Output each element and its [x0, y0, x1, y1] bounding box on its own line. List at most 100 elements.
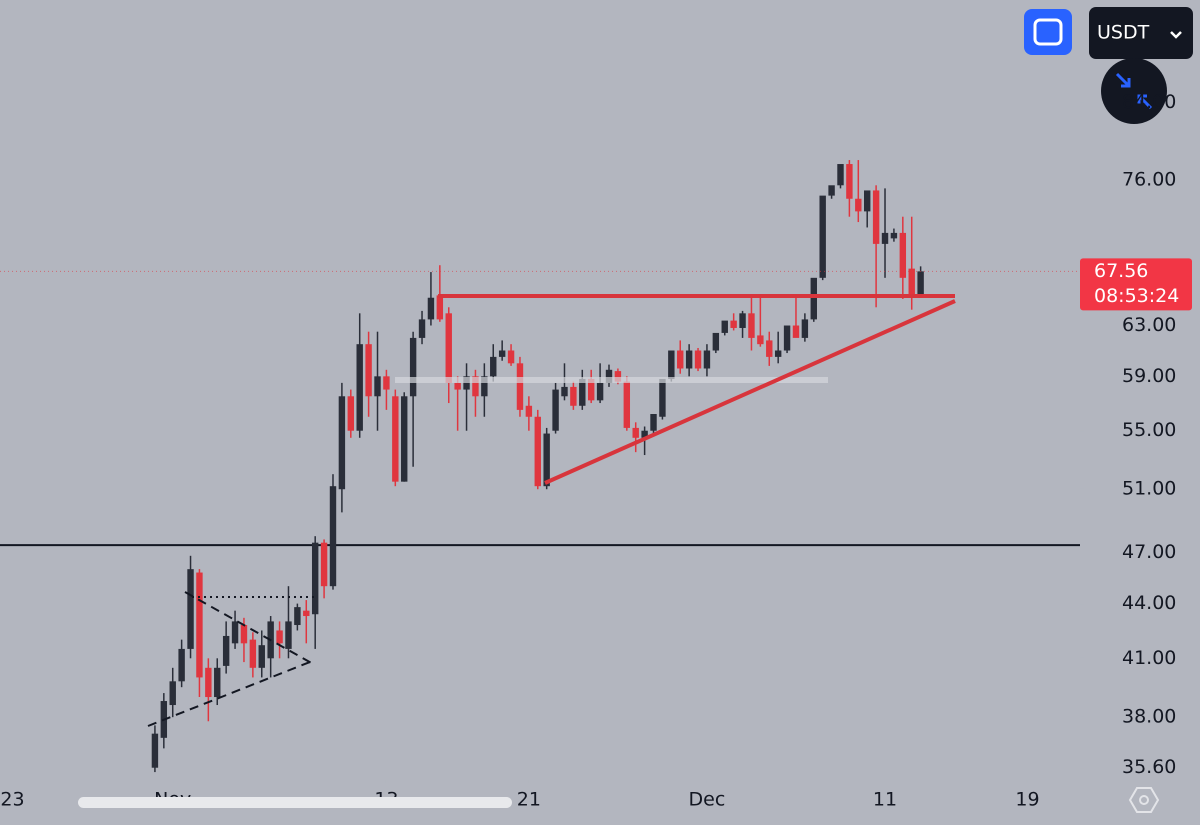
candle-body	[819, 195, 826, 278]
candle-body	[685, 350, 693, 369]
candle-body	[837, 164, 844, 186]
y-tick-label: 35.60	[1122, 756, 1176, 778]
candle-body	[507, 350, 515, 364]
candle-body	[917, 271, 924, 296]
candle-body	[864, 190, 871, 212]
candle-body	[365, 344, 372, 397]
candle-body	[890, 232, 898, 239]
candle-body	[285, 621, 292, 649]
pattern-line	[184, 591, 316, 666]
candle-body	[276, 630, 283, 644]
candle-body	[445, 313, 452, 383]
candle-body	[846, 164, 853, 199]
candle-body	[338, 396, 346, 490]
candle-body	[561, 386, 568, 397]
candle-body	[374, 376, 381, 397]
candle-body	[766, 340, 773, 357]
candle-body	[783, 325, 791, 351]
candle-body	[757, 335, 764, 345]
candle-body	[427, 297, 435, 320]
y-tick-label: 44.00	[1122, 592, 1176, 614]
y-tick-label: 38.00	[1122, 706, 1176, 728]
candle-body	[472, 376, 479, 397]
candle-body	[614, 371, 622, 382]
candle-body	[347, 396, 355, 431]
candle-body	[650, 414, 657, 431]
candle-body	[187, 569, 194, 649]
candle-body	[329, 486, 337, 587]
candle-body	[703, 350, 711, 369]
candle-body	[596, 382, 604, 401]
x-tick-label: 23	[0, 789, 24, 811]
fullscreen-button[interactable]	[1024, 9, 1072, 55]
candle-body	[303, 610, 310, 617]
candle-body	[205, 667, 212, 698]
candle-body	[739, 313, 746, 328]
y-tick-label: 41.00	[1122, 647, 1176, 669]
collapse-icon	[1115, 72, 1153, 110]
candle-body	[490, 356, 497, 377]
candle-body	[659, 378, 666, 417]
candle-body	[623, 381, 631, 428]
y-tick-label: 76.00	[1122, 169, 1176, 191]
drawings	[147, 294, 956, 727]
last-price-box	[1080, 258, 1192, 311]
candle-body	[222, 635, 230, 666]
x-tick-label: 11	[873, 789, 897, 811]
candle-body	[570, 386, 577, 406]
candle-body	[579, 378, 586, 406]
candle-body	[214, 667, 221, 698]
y-tick-label: 63.00	[1122, 314, 1176, 336]
candle-body	[632, 427, 639, 438]
scrollbar[interactable]	[78, 797, 512, 808]
currency-dropdown[interactable]	[1089, 7, 1193, 59]
candle-body	[178, 648, 185, 682]
candle-body	[801, 319, 809, 338]
candle-body	[311, 542, 319, 615]
candle-body	[712, 332, 720, 351]
candle-body	[231, 621, 239, 644]
candle-body	[258, 645, 265, 668]
candle-body	[392, 396, 399, 482]
candle-body	[534, 416, 541, 487]
currency-label: USDT	[1097, 22, 1150, 44]
candle-body	[516, 363, 524, 410]
candle-body	[721, 320, 728, 333]
y-tick-label: 47.00	[1122, 541, 1176, 563]
settings-icon	[1139, 795, 1149, 805]
y-tick-label: 59.00	[1122, 365, 1176, 387]
candle-body	[169, 681, 176, 706]
candle-body	[881, 232, 889, 244]
candle-body	[454, 382, 461, 390]
candle-body	[828, 185, 835, 196]
candle-body	[498, 350, 506, 357]
candle-body	[552, 389, 559, 431]
candle-body	[356, 344, 363, 431]
trend-line	[544, 299, 956, 485]
candle-body	[401, 396, 408, 482]
candle-body	[294, 607, 301, 626]
candle-body	[899, 232, 907, 278]
candle-body	[694, 350, 702, 369]
candle-body	[792, 325, 800, 338]
y-tick-label: 51.00	[1122, 478, 1176, 500]
last-price-label: 67.56	[1094, 260, 1148, 282]
candle-body	[151, 733, 159, 768]
candle-body	[196, 572, 203, 678]
x-tick-label: 21	[517, 789, 541, 811]
candle-body	[605, 369, 613, 383]
fullscreen-icon	[1033, 18, 1063, 46]
candle-body	[543, 433, 550, 487]
candle-body	[418, 319, 426, 338]
candle-body	[641, 430, 648, 438]
countdown-label: 08:53:24	[1094, 285, 1179, 307]
candle-body	[249, 639, 257, 668]
candle-body	[810, 277, 817, 320]
settings-button[interactable]	[1128, 787, 1160, 813]
candle-body	[436, 295, 444, 320]
candle-body	[587, 378, 595, 401]
candle-body	[525, 405, 533, 417]
candle-body	[774, 350, 782, 357]
